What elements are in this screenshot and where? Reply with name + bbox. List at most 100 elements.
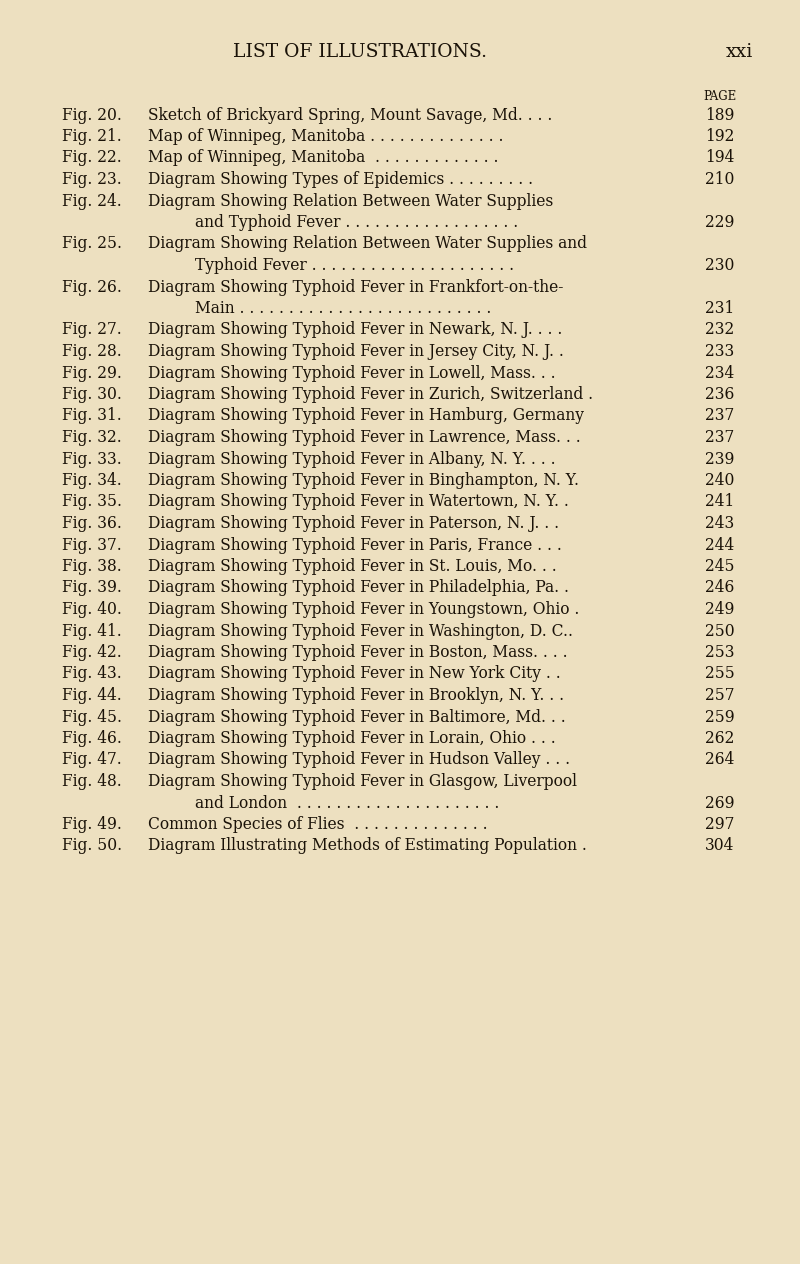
Text: xxi: xxi xyxy=(726,43,754,61)
Text: Fig. 46.: Fig. 46. xyxy=(62,731,122,747)
Text: 210: 210 xyxy=(706,171,734,188)
Text: Diagram Showing Typhoid Fever in Jersey City, N. J. .: Diagram Showing Typhoid Fever in Jersey … xyxy=(148,343,564,360)
Text: 234: 234 xyxy=(706,364,734,382)
Text: Diagram Showing Typhoid Fever in Watertown, N. Y. .: Diagram Showing Typhoid Fever in Waterto… xyxy=(148,493,569,511)
Text: Diagram Showing Typhoid Fever in Albany, N. Y. . . .: Diagram Showing Typhoid Fever in Albany,… xyxy=(148,450,556,468)
Text: PAGE: PAGE xyxy=(703,91,737,104)
Text: Diagram Showing Typhoid Fever in Philadelphia, Pa. .: Diagram Showing Typhoid Fever in Philade… xyxy=(148,579,569,597)
Text: Fig. 21.: Fig. 21. xyxy=(62,128,122,145)
Text: Fig. 50.: Fig. 50. xyxy=(62,838,122,854)
Text: Fig. 37.: Fig. 37. xyxy=(62,536,122,554)
Text: Fig. 41.: Fig. 41. xyxy=(62,622,122,640)
Text: 244: 244 xyxy=(706,536,734,554)
Text: Diagram Showing Typhoid Fever in New York City . .: Diagram Showing Typhoid Fever in New Yor… xyxy=(148,666,561,683)
Text: Sketch of Brickyard Spring, Mount Savage, Md. . . .: Sketch of Brickyard Spring, Mount Savage… xyxy=(148,106,552,124)
Text: Fig. 23.: Fig. 23. xyxy=(62,171,122,188)
Text: Fig. 33.: Fig. 33. xyxy=(62,450,122,468)
Text: Diagram Showing Typhoid Fever in Paris, France . . .: Diagram Showing Typhoid Fever in Paris, … xyxy=(148,536,562,554)
Text: 269: 269 xyxy=(706,795,734,811)
Text: 246: 246 xyxy=(706,579,734,597)
Text: Diagram Showing Typhoid Fever in Brooklyn, N. Y. . .: Diagram Showing Typhoid Fever in Brookly… xyxy=(148,688,564,704)
Text: Fig. 26.: Fig. 26. xyxy=(62,278,122,296)
Text: Fig. 48.: Fig. 48. xyxy=(62,774,122,790)
Text: LIST OF ILLUSTRATIONS.: LIST OF ILLUSTRATIONS. xyxy=(233,43,487,61)
Text: 241: 241 xyxy=(706,493,734,511)
Text: Fig. 20.: Fig. 20. xyxy=(62,106,122,124)
Text: 237: 237 xyxy=(706,428,734,446)
Text: 262: 262 xyxy=(706,731,734,747)
Text: 240: 240 xyxy=(706,471,734,489)
Text: Fig. 24.: Fig. 24. xyxy=(62,192,122,210)
Text: Common Species of Flies  . . . . . . . . . . . . . .: Common Species of Flies . . . . . . . . … xyxy=(148,817,488,833)
Text: Fig. 36.: Fig. 36. xyxy=(62,514,122,532)
Text: Fig. 27.: Fig. 27. xyxy=(62,321,122,339)
Text: Diagram Showing Relation Between Water Supplies and: Diagram Showing Relation Between Water S… xyxy=(148,235,587,253)
Text: Diagram Showing Typhoid Fever in Newark, N. J. . . .: Diagram Showing Typhoid Fever in Newark,… xyxy=(148,321,562,339)
Text: Diagram Showing Typhoid Fever in Zurich, Switzerland .: Diagram Showing Typhoid Fever in Zurich,… xyxy=(148,386,593,403)
Text: Fig. 32.: Fig. 32. xyxy=(62,428,122,446)
Text: Diagram Showing Typhoid Fever in Hudson Valley . . .: Diagram Showing Typhoid Fever in Hudson … xyxy=(148,752,570,769)
Text: 192: 192 xyxy=(706,128,734,145)
Text: Fig. 47.: Fig. 47. xyxy=(62,752,122,769)
Text: Diagram Showing Typhoid Fever in Lowell, Mass. . .: Diagram Showing Typhoid Fever in Lowell,… xyxy=(148,364,556,382)
Text: 304: 304 xyxy=(706,838,734,854)
Text: 259: 259 xyxy=(705,709,735,726)
Text: 233: 233 xyxy=(706,343,734,360)
Text: 237: 237 xyxy=(706,407,734,425)
Text: Diagram Showing Typhoid Fever in Youngstown, Ohio .: Diagram Showing Typhoid Fever in Youngst… xyxy=(148,600,579,618)
Text: Diagram Showing Typhoid Fever in Glasgow, Liverpool: Diagram Showing Typhoid Fever in Glasgow… xyxy=(148,774,577,790)
Text: 255: 255 xyxy=(705,666,735,683)
Text: 253: 253 xyxy=(706,643,734,661)
Text: Diagram Illustrating Methods of Estimating Population .: Diagram Illustrating Methods of Estimati… xyxy=(148,838,587,854)
Text: Fig. 22.: Fig. 22. xyxy=(62,149,122,167)
Text: Map of Winnipeg, Manitoba . . . . . . . . . . . . . .: Map of Winnipeg, Manitoba . . . . . . . … xyxy=(148,128,503,145)
Text: and London  . . . . . . . . . . . . . . . . . . . . .: and London . . . . . . . . . . . . . . .… xyxy=(195,795,499,811)
Text: Diagram Showing Typhoid Fever in Frankfort-on-the-: Diagram Showing Typhoid Fever in Frankfo… xyxy=(148,278,563,296)
Text: Fig. 45.: Fig. 45. xyxy=(62,709,122,726)
Text: 264: 264 xyxy=(706,752,734,769)
Text: 239: 239 xyxy=(706,450,734,468)
Text: Fig. 39.: Fig. 39. xyxy=(62,579,122,597)
Text: 243: 243 xyxy=(706,514,734,532)
Text: Main . . . . . . . . . . . . . . . . . . . . . . . . . .: Main . . . . . . . . . . . . . . . . . .… xyxy=(195,300,491,317)
Text: 231: 231 xyxy=(706,300,734,317)
Text: Map of Winnipeg, Manitoba  . . . . . . . . . . . . .: Map of Winnipeg, Manitoba . . . . . . . … xyxy=(148,149,498,167)
Text: Diagram Showing Typhoid Fever in Lorain, Ohio . . .: Diagram Showing Typhoid Fever in Lorain,… xyxy=(148,731,556,747)
Text: Fig. 34.: Fig. 34. xyxy=(62,471,122,489)
Text: Diagram Showing Typhoid Fever in Washington, D. C..: Diagram Showing Typhoid Fever in Washing… xyxy=(148,622,573,640)
Text: Diagram Showing Types of Epidemics . . . . . . . . .: Diagram Showing Types of Epidemics . . .… xyxy=(148,171,533,188)
Text: Fig. 42.: Fig. 42. xyxy=(62,643,122,661)
Text: 229: 229 xyxy=(706,214,734,231)
Text: 232: 232 xyxy=(706,321,734,339)
Text: Diagram Showing Typhoid Fever in Paterson, N. J. . .: Diagram Showing Typhoid Fever in Paterso… xyxy=(148,514,559,532)
Text: 250: 250 xyxy=(705,622,735,640)
Text: Fig. 30.: Fig. 30. xyxy=(62,386,122,403)
Text: 230: 230 xyxy=(706,257,734,274)
Text: 194: 194 xyxy=(706,149,734,167)
Text: Diagram Showing Typhoid Fever in Binghampton, N. Y.: Diagram Showing Typhoid Fever in Bingham… xyxy=(148,471,579,489)
Text: and Typhoid Fever . . . . . . . . . . . . . . . . . .: and Typhoid Fever . . . . . . . . . . . … xyxy=(195,214,518,231)
Text: Diagram Showing Typhoid Fever in Lawrence, Mass. . .: Diagram Showing Typhoid Fever in Lawrenc… xyxy=(148,428,581,446)
Text: 257: 257 xyxy=(706,688,734,704)
Text: Fig. 43.: Fig. 43. xyxy=(62,666,122,683)
Text: 189: 189 xyxy=(706,106,734,124)
Text: 297: 297 xyxy=(706,817,734,833)
Text: 236: 236 xyxy=(706,386,734,403)
Text: Diagram Showing Typhoid Fever in St. Louis, Mo. . .: Diagram Showing Typhoid Fever in St. Lou… xyxy=(148,557,557,575)
Text: Fig. 31.: Fig. 31. xyxy=(62,407,122,425)
Text: Fig. 29.: Fig. 29. xyxy=(62,364,122,382)
Text: Diagram Showing Typhoid Fever in Boston, Mass. . . .: Diagram Showing Typhoid Fever in Boston,… xyxy=(148,643,568,661)
Text: Fig. 38.: Fig. 38. xyxy=(62,557,122,575)
Text: Diagram Showing Typhoid Fever in Baltimore, Md. . .: Diagram Showing Typhoid Fever in Baltimo… xyxy=(148,709,566,726)
Text: Fig. 49.: Fig. 49. xyxy=(62,817,122,833)
Text: 245: 245 xyxy=(706,557,734,575)
Text: Fig. 35.: Fig. 35. xyxy=(62,493,122,511)
Text: Fig. 40.: Fig. 40. xyxy=(62,600,122,618)
Text: Typhoid Fever . . . . . . . . . . . . . . . . . . . . .: Typhoid Fever . . . . . . . . . . . . . … xyxy=(195,257,514,274)
Text: Fig. 44.: Fig. 44. xyxy=(62,688,122,704)
Text: Fig. 28.: Fig. 28. xyxy=(62,343,122,360)
Text: Diagram Showing Typhoid Fever in Hamburg, Germany: Diagram Showing Typhoid Fever in Hamburg… xyxy=(148,407,584,425)
Text: Fig. 25.: Fig. 25. xyxy=(62,235,122,253)
Text: Diagram Showing Relation Between Water Supplies: Diagram Showing Relation Between Water S… xyxy=(148,192,554,210)
Text: 249: 249 xyxy=(706,600,734,618)
